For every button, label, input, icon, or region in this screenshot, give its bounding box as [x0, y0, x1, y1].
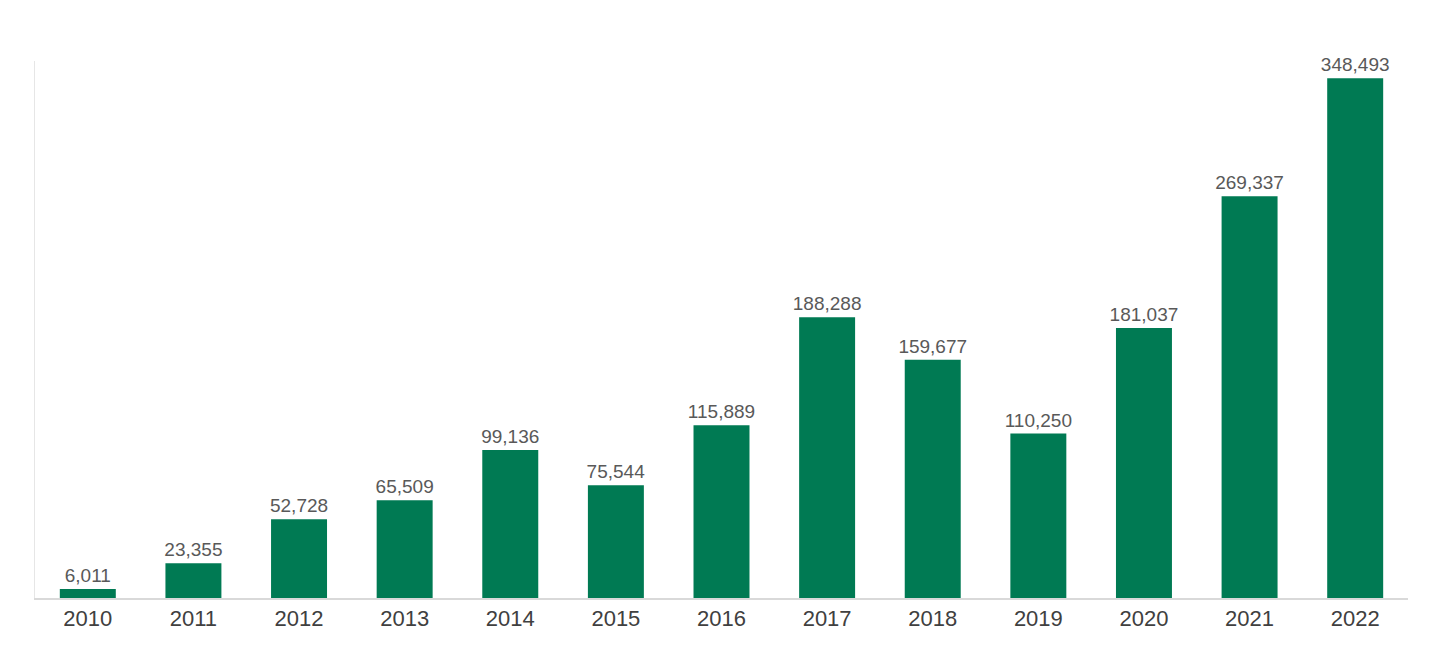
- svg-text:2014: 2014: [486, 606, 535, 631]
- svg-text:181,037: 181,037: [1110, 304, 1179, 325]
- svg-text:110,250: 110,250: [1005, 410, 1072, 431]
- svg-text:2010: 2010: [63, 606, 112, 631]
- svg-text:2020: 2020: [1119, 606, 1168, 631]
- svg-text:2018: 2018: [908, 606, 957, 631]
- svg-text:115,889: 115,889: [688, 401, 755, 422]
- svg-text:2015: 2015: [591, 606, 640, 631]
- svg-text:2017: 2017: [803, 606, 852, 631]
- svg-text:2013: 2013: [380, 606, 429, 631]
- svg-text:269,337: 269,337: [1215, 172, 1284, 193]
- svg-text:2021: 2021: [1225, 606, 1274, 631]
- svg-text:99,136: 99,136: [481, 426, 539, 447]
- svg-text:188,288: 188,288: [793, 293, 862, 314]
- svg-text:2011: 2011: [170, 606, 217, 631]
- svg-text:52,728: 52,728: [270, 495, 328, 516]
- svg-text:2022: 2022: [1331, 606, 1380, 631]
- svg-text:159,677: 159,677: [898, 336, 967, 357]
- svg-text:23,355: 23,355: [164, 539, 222, 560]
- svg-text:348,493: 348,493: [1321, 54, 1390, 75]
- svg-text:75,544: 75,544: [587, 461, 646, 482]
- svg-text:2012: 2012: [275, 606, 324, 631]
- svg-text:2019: 2019: [1014, 606, 1063, 631]
- svg-text:2016: 2016: [697, 606, 746, 631]
- svg-text:6,011: 6,011: [65, 565, 111, 586]
- svg-text:65,509: 65,509: [376, 476, 434, 497]
